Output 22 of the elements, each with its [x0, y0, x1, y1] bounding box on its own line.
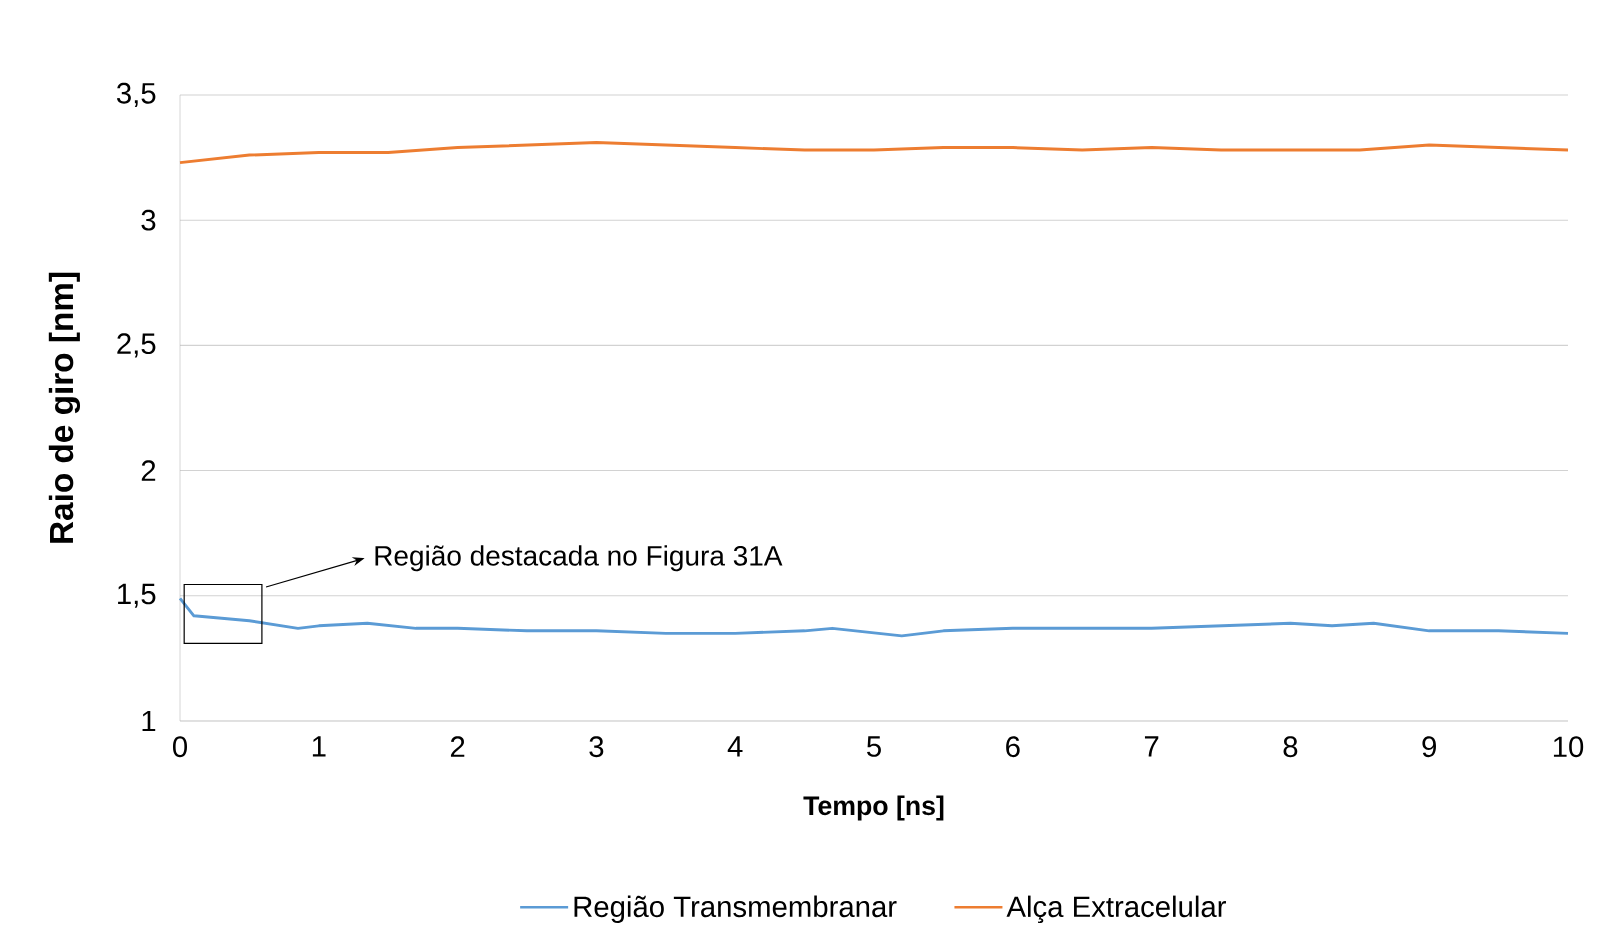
x-axis-title: Tempo [ns] [803, 795, 944, 821]
x-tick-label: 8 [1283, 736, 1298, 758]
x-tick-label: 10 [1553, 736, 1584, 758]
annotation: Região destacada no Figura 31A [375, 545, 783, 572]
y-tick-label: 3 [141, 209, 156, 231]
x-tick-label: 3 [589, 736, 604, 758]
y-tick-label: 2,5 [117, 333, 156, 358]
y-axis-title: Raio de giro [nm] [48, 272, 81, 543]
x-tick-label: 1 [312, 736, 326, 757]
x-tick-label: 5 [867, 736, 881, 757]
x-tick-label: 2 [450, 736, 465, 757]
y-tick-label: 1,5 [118, 583, 156, 608]
x-tick-label: 6 [1006, 736, 1020, 758]
legend-label: Região Transmembranar [574, 895, 897, 923]
legend-label: Alça Extracelular [1006, 895, 1226, 924]
y-tick-label: 1 [142, 710, 156, 732]
y-tick-label: 3,5 [116, 82, 156, 108]
x-tick-label: 0 [173, 736, 188, 758]
x-tick-label: 7 [1144, 736, 1159, 757]
x-tick-label: 4 [727, 736, 743, 757]
y-tick-label: 2 [141, 460, 156, 481]
x-tick-label: 9 [1422, 736, 1436, 758]
